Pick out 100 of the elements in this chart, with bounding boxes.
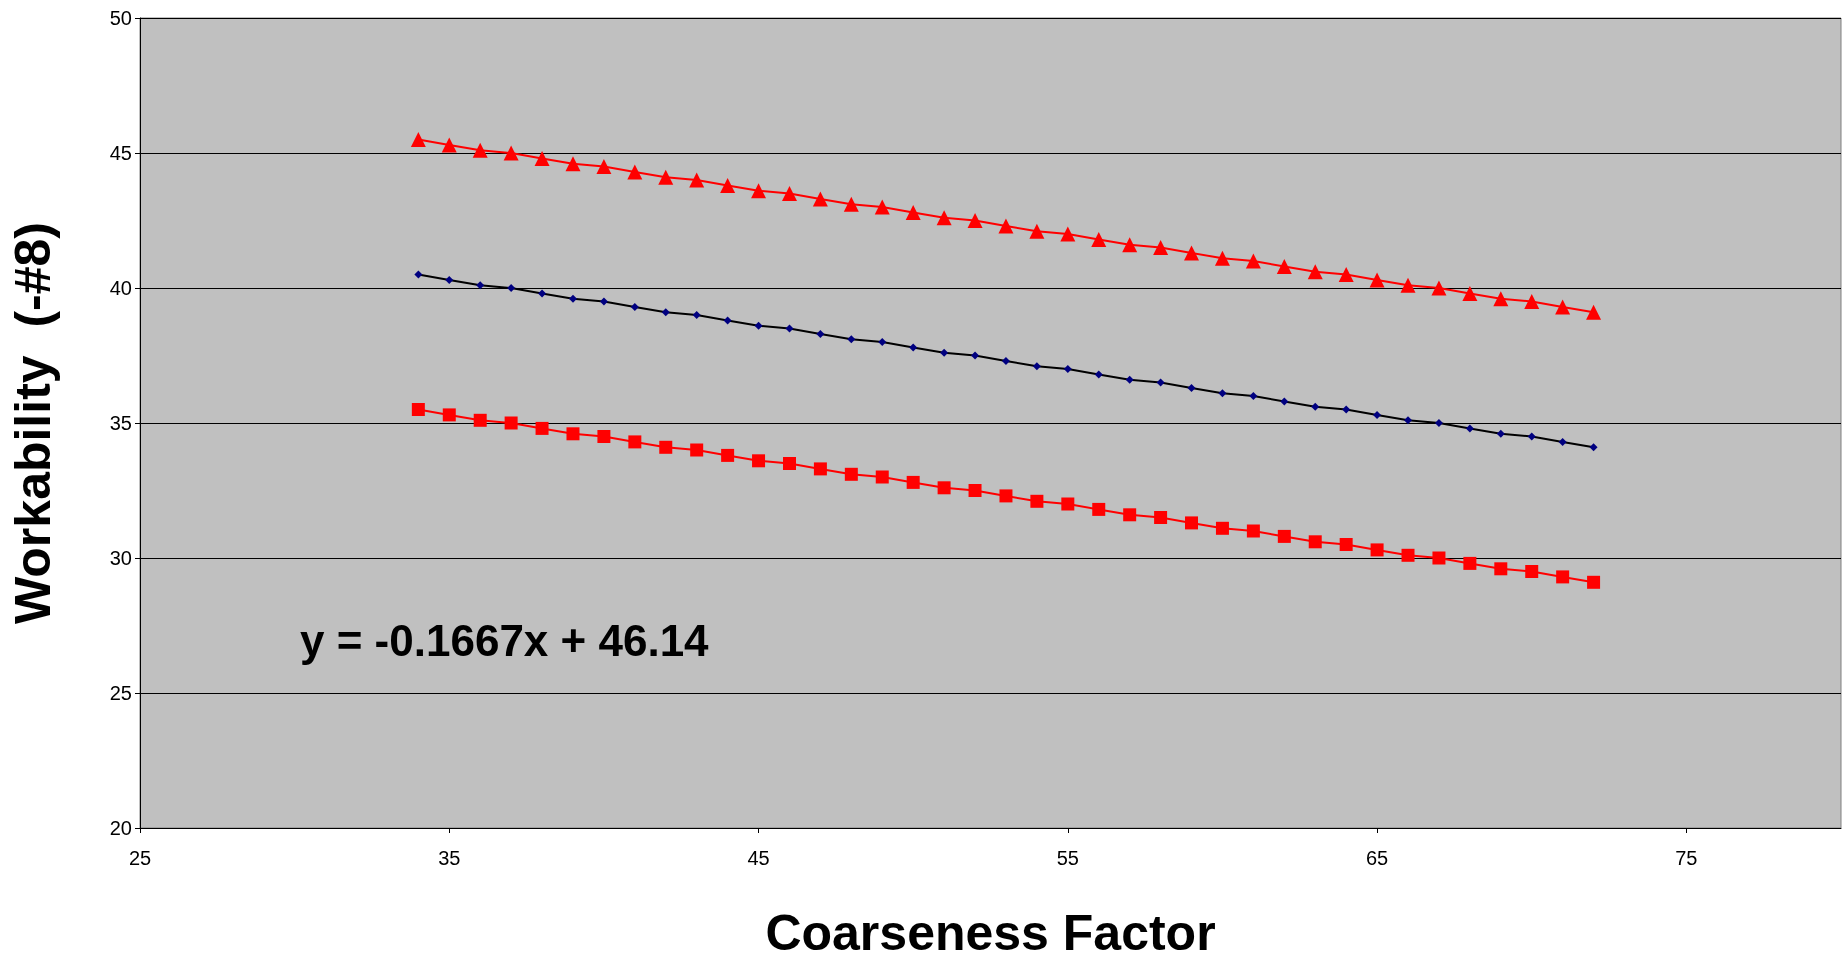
point xyxy=(689,172,705,188)
y-tick-label: 20 xyxy=(109,817,132,839)
point xyxy=(1063,365,1072,373)
x-tick-label: 25 xyxy=(128,847,152,869)
point xyxy=(1496,429,1505,438)
point xyxy=(1339,538,1353,551)
point xyxy=(999,489,1013,503)
point xyxy=(1586,304,1602,320)
point xyxy=(1587,575,1601,589)
x-tick-label: 35 xyxy=(438,847,461,869)
point xyxy=(909,343,918,352)
point xyxy=(1369,272,1385,288)
y-tick-label: 35 xyxy=(109,412,132,434)
point xyxy=(1373,410,1382,419)
point xyxy=(1032,362,1041,371)
point xyxy=(878,338,887,346)
point xyxy=(905,204,921,220)
point xyxy=(906,475,920,489)
point xyxy=(1370,543,1384,557)
y-tick-label: 25 xyxy=(109,682,132,704)
point xyxy=(1061,497,1075,511)
y-tick-label: 50 xyxy=(109,7,132,29)
point xyxy=(472,142,488,158)
point xyxy=(441,137,457,153)
point xyxy=(816,329,825,338)
point xyxy=(971,351,980,360)
point xyxy=(844,467,858,481)
point xyxy=(1558,437,1567,446)
point xyxy=(1215,521,1229,535)
y-tick-label: 45 xyxy=(109,142,132,164)
point xyxy=(476,281,485,290)
y-tick-label: 30 xyxy=(109,547,132,569)
point xyxy=(568,294,577,303)
point xyxy=(1589,443,1598,452)
point xyxy=(627,164,643,180)
point xyxy=(1277,529,1291,543)
point xyxy=(596,159,612,174)
point xyxy=(1029,223,1045,239)
point xyxy=(1431,280,1447,296)
point xyxy=(998,218,1014,234)
point xyxy=(1185,516,1199,530)
x-tick-label: 65 xyxy=(1365,847,1389,869)
point xyxy=(1276,258,1292,274)
point xyxy=(812,191,828,207)
point xyxy=(1218,389,1227,398)
point xyxy=(1060,226,1076,242)
point xyxy=(1465,424,1474,433)
point xyxy=(445,275,454,284)
point xyxy=(1214,250,1230,266)
point xyxy=(751,183,767,199)
x-tick-label: 45 xyxy=(747,847,770,869)
point xyxy=(690,443,704,457)
y-tick-label: 40 xyxy=(109,277,132,299)
x-tick-label: 55 xyxy=(1056,847,1079,869)
point xyxy=(968,484,982,497)
point xyxy=(1400,277,1416,293)
point xyxy=(1555,299,1571,315)
x-tick-label: 75 xyxy=(1675,847,1698,869)
point xyxy=(1249,392,1258,400)
point xyxy=(1153,240,1169,255)
point xyxy=(720,177,736,193)
point xyxy=(785,324,794,333)
point xyxy=(1125,375,1134,384)
point xyxy=(782,457,796,470)
point xyxy=(1401,548,1415,562)
point xyxy=(721,448,735,462)
point xyxy=(781,186,797,201)
point xyxy=(503,145,519,161)
point xyxy=(504,416,518,430)
point xyxy=(566,427,580,441)
point xyxy=(967,213,983,228)
point xyxy=(1156,378,1165,387)
point xyxy=(1524,294,1540,309)
point xyxy=(1246,524,1260,538)
point xyxy=(874,199,890,215)
point xyxy=(754,321,763,330)
point xyxy=(628,435,642,449)
point xyxy=(1432,551,1446,565)
y-axis-title: Workability (-#8) xyxy=(5,222,61,624)
point xyxy=(813,462,827,476)
point xyxy=(507,284,516,292)
point xyxy=(1245,253,1261,269)
point xyxy=(599,297,608,306)
point xyxy=(1123,508,1137,522)
point xyxy=(847,335,856,344)
point xyxy=(1342,405,1351,414)
point xyxy=(1280,397,1289,406)
point xyxy=(1527,432,1536,441)
point xyxy=(1462,285,1478,301)
point xyxy=(442,408,456,422)
point xyxy=(535,421,549,435)
point xyxy=(692,311,701,319)
annotation: y = -0.1667x + 46.14 xyxy=(300,615,710,665)
point xyxy=(1494,562,1508,576)
point xyxy=(1122,237,1138,253)
point xyxy=(1092,502,1106,516)
point xyxy=(940,348,949,357)
point xyxy=(410,132,426,147)
point xyxy=(1463,556,1477,570)
point xyxy=(658,169,674,185)
